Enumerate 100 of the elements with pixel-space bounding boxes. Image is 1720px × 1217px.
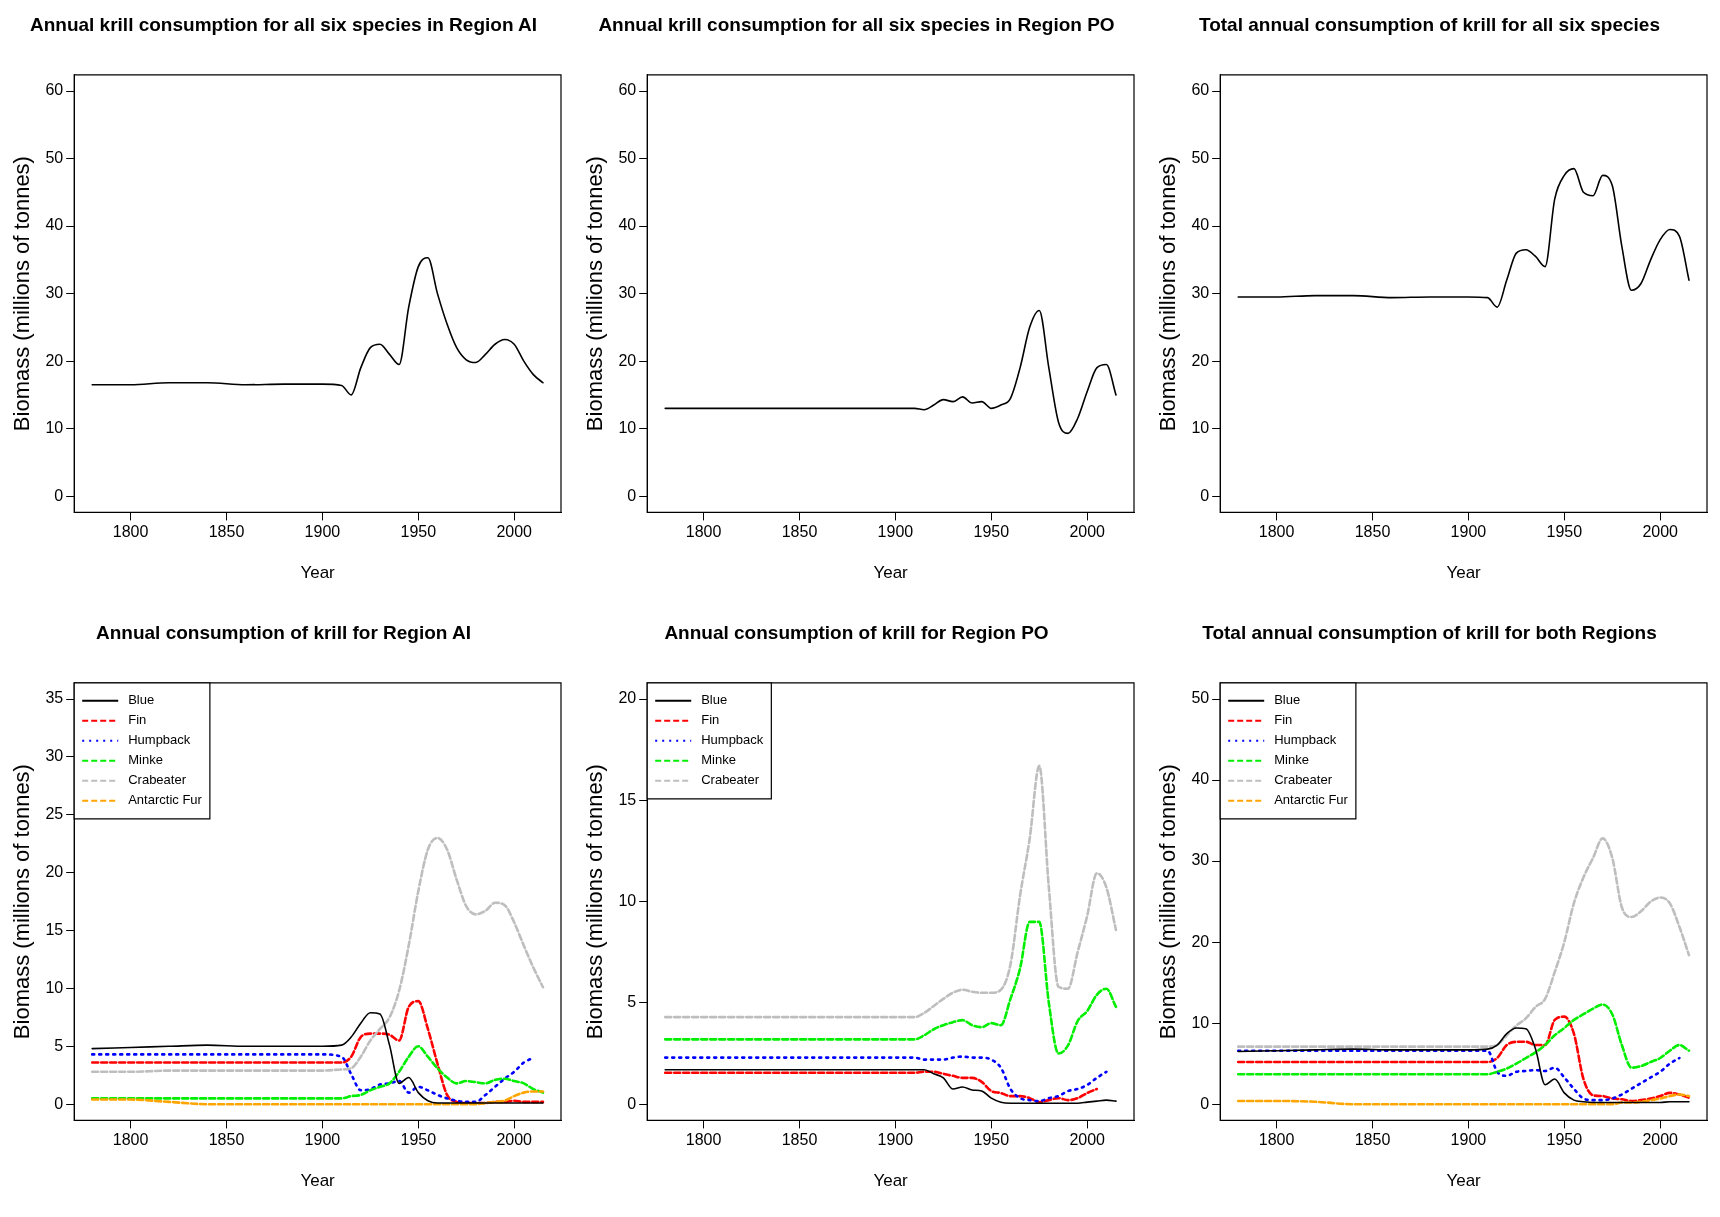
x-tick-label: 1850: [1354, 1131, 1391, 1149]
y-tick-label: 35: [45, 689, 64, 707]
legend-label: Blue: [128, 692, 155, 708]
legend-label: Minke: [701, 752, 736, 768]
y-tick-label: 50: [45, 148, 64, 166]
x-axis-title: Year: [300, 1171, 336, 1191]
y-axis-title: Biomass (millions of tonnes): [9, 156, 35, 432]
y-tick-label: 40: [618, 216, 637, 234]
y-tick-label: 0: [627, 1094, 637, 1112]
x-tick-label: 2000: [496, 523, 533, 541]
x-tick-label: 1950: [400, 1131, 437, 1149]
y-tick-label: 20: [1191, 351, 1210, 369]
x-tick-label: 1800: [685, 523, 722, 541]
legend-label: Minke: [1274, 752, 1309, 768]
legend-label: Antarctic Fur: [1274, 792, 1349, 808]
x-tick-label: 2000: [1069, 523, 1106, 541]
x-tick-label: 1850: [781, 1131, 818, 1149]
x-tick-label: 1800: [1258, 1131, 1295, 1149]
y-tick-label: 0: [627, 486, 637, 504]
y-tick-label: 0: [1200, 1094, 1210, 1112]
legend-label: Humpback: [701, 732, 764, 748]
line-series: [1236, 1003, 1691, 1076]
y-tick-label: 25: [45, 805, 64, 823]
x-tick-label: 2000: [1069, 1131, 1106, 1149]
y-tick-label: 5: [54, 1036, 64, 1054]
x-axis-title: Year: [1446, 563, 1482, 583]
x-tick-label: 1800: [112, 523, 149, 541]
y-tick-label: 10: [1191, 1013, 1210, 1031]
y-tick-label: 0: [1200, 486, 1210, 504]
x-axis-title: Year: [873, 563, 909, 583]
x-tick-label: 1900: [877, 1131, 914, 1149]
y-tick-label: 30: [1191, 851, 1210, 869]
line-series: [1236, 837, 1691, 1048]
y-tick-label: 20: [618, 351, 637, 369]
chart-title: Annual consumption of krill for Region PO: [664, 621, 1049, 643]
legend-label: Crabeater: [701, 772, 760, 788]
y-tick-label: 20: [45, 863, 64, 881]
x-tick-label: 1800: [1258, 523, 1295, 541]
x-tick-label: 2000: [1642, 1131, 1679, 1149]
y-tick-label: 40: [1191, 216, 1210, 234]
legend-label: Crabeater: [128, 772, 187, 788]
chart-title: Annual krill consumption for all six species in Region PO: [598, 13, 1115, 35]
y-tick-label: 10: [45, 419, 64, 437]
line-series: [1237, 167, 1690, 308]
y-tick-label: 20: [45, 351, 64, 369]
legend-label: Blue: [701, 692, 728, 708]
x-tick-label: 2000: [496, 1131, 533, 1149]
y-tick-label: 30: [1191, 284, 1210, 302]
legend-label: Minke: [128, 752, 163, 768]
x-tick-label: 1900: [1450, 523, 1487, 541]
y-tick-label: 30: [45, 747, 64, 765]
y-tick-label: 60: [45, 81, 64, 99]
x-tick-label: 1850: [1354, 523, 1391, 541]
line-series: [90, 1090, 545, 1106]
y-tick-label: 15: [618, 790, 637, 808]
legend-label: Humpback: [128, 732, 191, 748]
legend-label: Antarctic Fur: [128, 792, 203, 808]
chart-title: Total annual consumption of krill for both Regions: [1202, 621, 1657, 643]
x-axis-title: Year: [1446, 1171, 1482, 1191]
x-tick-label: 1900: [304, 523, 341, 541]
legend-label: Humpback: [1274, 732, 1337, 748]
x-tick-label: 1850: [208, 523, 245, 541]
line-series: [664, 309, 1117, 435]
x-tick-label: 1950: [1546, 523, 1583, 541]
x-tick-label: 1850: [781, 523, 818, 541]
y-tick-label: 50: [1191, 148, 1210, 166]
x-tick-label: 1800: [112, 1131, 149, 1149]
y-tick-label: 20: [618, 689, 637, 707]
x-tick-label: 1950: [973, 1131, 1010, 1149]
y-tick-label: 10: [618, 892, 637, 910]
x-tick-label: 1950: [400, 523, 437, 541]
y-tick-label: 5: [627, 993, 637, 1011]
y-tick-label: 30: [618, 284, 637, 302]
y-tick-label: 15: [45, 920, 64, 938]
x-tick-label: 2000: [1642, 523, 1679, 541]
line-series: [663, 1055, 1108, 1103]
x-axis-title: Year: [873, 1171, 909, 1191]
y-axis-title: Biomass (millions of tonnes): [1155, 764, 1181, 1040]
x-tick-label: 1950: [1546, 1131, 1583, 1149]
y-tick-label: 50: [1191, 689, 1210, 707]
y-tick-label: 10: [45, 978, 64, 996]
chart-title: Total annual consumption of krill for all six species: [1198, 13, 1661, 35]
legend-label: Blue: [1274, 692, 1301, 708]
line-series: [663, 764, 1118, 1019]
y-axis-title: Biomass (millions of tonnes): [582, 156, 608, 432]
y-tick-label: 40: [1191, 770, 1210, 788]
y-tick-label: 50: [618, 148, 637, 166]
y-tick-label: 0: [54, 486, 64, 504]
legend-label: Crabeater: [1274, 772, 1333, 788]
chart-title: Annual consumption of krill for Region AI: [95, 621, 472, 643]
line-series: [1236, 1049, 1681, 1102]
line-series: [1236, 1093, 1691, 1106]
x-tick-label: 1900: [877, 523, 914, 541]
line-series: [90, 1045, 545, 1100]
y-tick-label: 10: [618, 419, 637, 437]
y-tick-label: 20: [1191, 932, 1210, 950]
legend-label: Fin: [128, 712, 147, 728]
x-tick-label: 1800: [685, 1131, 722, 1149]
legend-label: Fin: [701, 712, 720, 728]
line-series: [91, 257, 544, 396]
